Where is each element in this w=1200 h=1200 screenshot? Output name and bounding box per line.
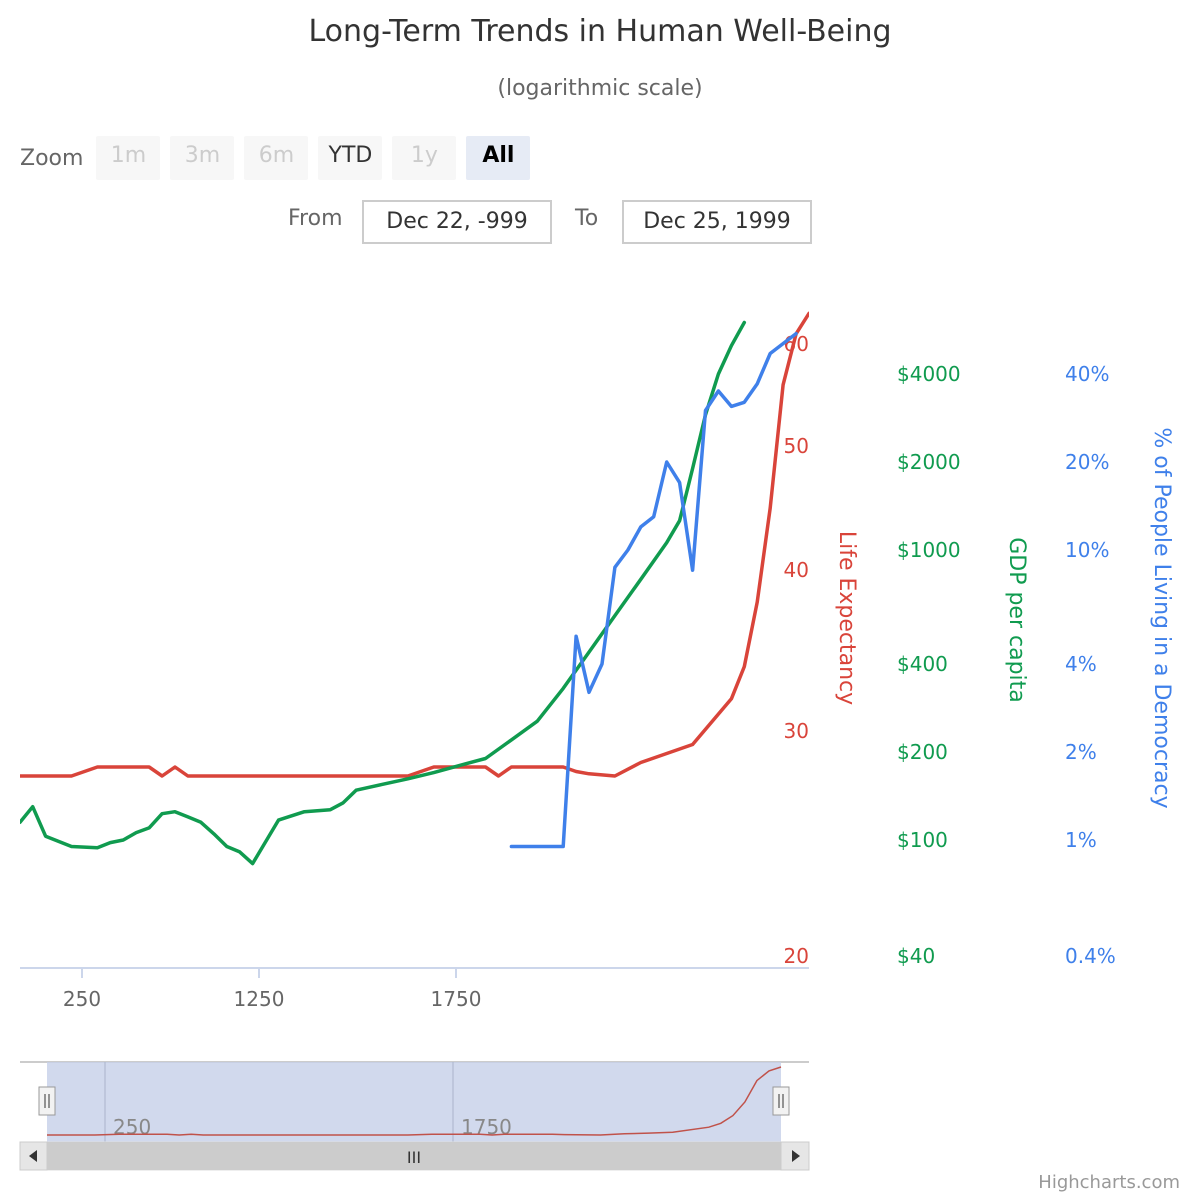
x-tick-label-1250: 1250 [234,987,285,1011]
y-tick-gdp-100: $100 [897,828,948,852]
scrollbar-thumb [47,1142,781,1170]
navigator-selected-range[interactable] [47,1062,781,1142]
zoom-6m-button[interactable]: 6m [244,136,309,180]
nav-tick-label-1750: 1750 [461,1115,512,1139]
scroll-left-arrow-icon [29,1150,37,1162]
y-tick-life-20: 20 [784,944,809,968]
scrollbar[interactable]: III [19,1141,810,1171]
x-tick-label-1750: 1750 [431,987,482,1011]
from-label: From [288,206,343,231]
y-tick-dem-0-4: 0.4% [1065,944,1116,968]
chart-title: Long-Term Trends in Human Well-Being [308,14,892,49]
y-axis-title-gdp: GDP per capita [1004,537,1029,703]
y-tick-gdp-1000: $1000 [897,538,961,562]
zoom-3m-button[interactable]: 3m [170,136,235,180]
y-axis-title-dem: % of People Living in a Democracy [1149,427,1174,808]
y-tick-gdp-2000: $2000 [897,450,961,474]
scroll-right-arrow-icon [792,1150,800,1162]
y-tick-life-50: 50 [784,434,809,458]
y-axis-ticks: 2030405060$40$100$200$400$1000$2000$4000… [784,332,1116,968]
series-group [20,311,809,866]
zoom-label: Zoom [20,145,84,171]
zoom-ytd-button[interactable]: YTD [318,136,383,180]
nav-tick-label-250: 250 [113,1115,151,1139]
navigator-left-handle[interactable] [38,1086,56,1116]
x-axis-ticks: 250 1250 1750 [63,968,482,1011]
plot-area: 250 1250 1750 2030405060$40$100$200$400$10… [20,311,1174,1011]
y-axis-titles: Life Expectancy GDP per capita % of People… [834,427,1174,808]
x-tick-label-250: 250 [63,987,101,1011]
credits-link[interactable]: Highcharts.com [1038,1172,1180,1193]
range-selector-buttons: Zoom 1m 3m 6m YTD 1y All [20,136,540,180]
handle-box [38,1086,56,1116]
scrollbar-grip: III [407,1148,421,1167]
series-line-gdp [20,320,747,866]
date-range-inputs: From Dec 22, -999 To Dec 25, 1999 [0,200,1200,244]
y-tick-dem-20: 20% [1065,450,1109,474]
y-tick-dem-1: 1% [1065,828,1097,852]
series-line-life [20,311,809,778]
y-tick-gdp-40: $40 [897,944,935,968]
zoom-1m-button[interactable]: 1m [96,136,161,180]
y-tick-dem-2: 2% [1065,740,1097,764]
from-date-input[interactable]: Dec 22, -999 [362,200,552,244]
y-tick-dem-40: 40% [1065,362,1109,386]
y-tick-dem-4: 4% [1065,652,1097,676]
y-axis-title-life: Life Expectancy [834,531,859,705]
zoom-all-button[interactable]: All [466,136,531,180]
handle-box [772,1086,790,1116]
chart-subtitle: (logarithmic scale) [497,76,703,101]
y-tick-dem-10: 10% [1065,538,1109,562]
navigator-right-handle[interactable] [772,1086,790,1116]
y-tick-life-30: 30 [784,719,809,743]
to-label: To [575,206,599,231]
y-tick-gdp-200: $200 [897,740,948,764]
to-date-input[interactable]: Dec 25, 1999 [622,200,812,244]
y-tick-gdp-400: $400 [897,652,948,676]
zoom-1y-button[interactable]: 1y [392,136,457,180]
y-tick-life-40: 40 [784,558,809,582]
y-tick-gdp-4000: $4000 [897,362,961,386]
navigator[interactable]: 250 1750 III [19,1061,810,1171]
navigator-series [47,1066,782,1136]
series-line-dem [509,331,798,849]
